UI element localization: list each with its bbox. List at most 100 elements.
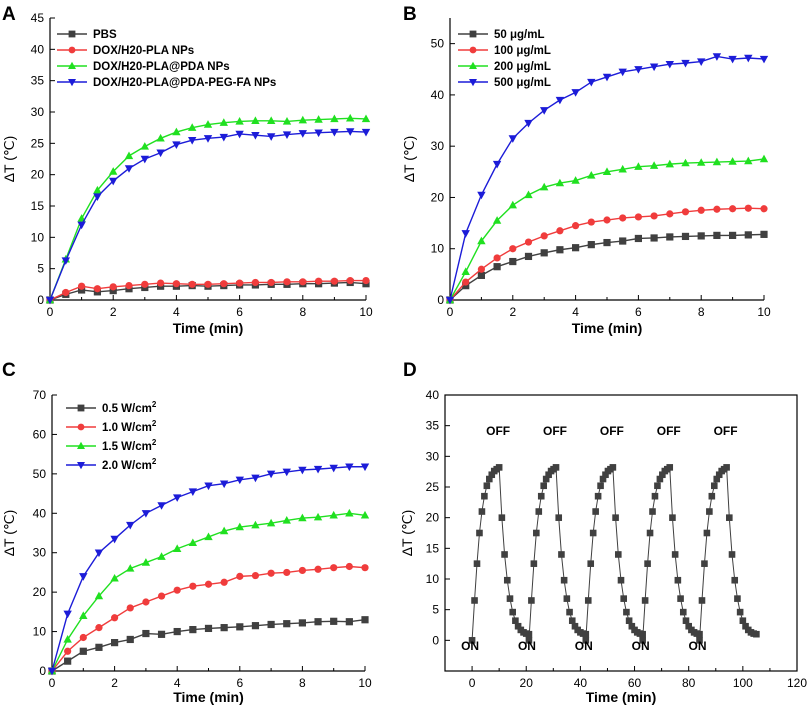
data-point	[659, 471, 666, 479]
data-point	[314, 565, 322, 573]
data-point	[204, 280, 212, 288]
data-point	[345, 618, 353, 626]
y-axis-label: ΔT (℃)	[1, 510, 17, 557]
data-point	[617, 576, 625, 584]
data-point	[157, 279, 165, 287]
data-point	[172, 280, 180, 288]
data-point	[587, 171, 596, 179]
y-axis-label: ΔT (℃)	[401, 136, 417, 183]
data-point	[634, 66, 643, 74]
x-tick-label: 2	[111, 676, 118, 690]
data-point	[189, 582, 197, 590]
x-tick-label: 2	[110, 305, 117, 319]
y-tick-label: 10	[431, 242, 445, 256]
data-point	[267, 620, 275, 629]
data-point	[558, 551, 565, 558]
data-point	[314, 618, 322, 626]
y-tick-label: 20	[33, 585, 47, 599]
y-tick-label: 60	[33, 427, 47, 441]
series-0	[446, 230, 768, 304]
data-point	[512, 617, 519, 625]
y-tick-label: 45	[31, 11, 45, 25]
data-point	[266, 470, 276, 479]
data-point	[619, 237, 627, 245]
data-point	[330, 114, 339, 123]
data-point	[492, 216, 502, 224]
data-point	[603, 238, 611, 247]
data-point	[540, 482, 548, 490]
data-point	[571, 89, 580, 97]
data-point	[696, 630, 703, 638]
data-point	[78, 286, 86, 294]
data-point	[571, 176, 580, 184]
series-1	[446, 204, 768, 304]
data-point	[140, 155, 149, 164]
data-point	[650, 234, 658, 242]
data-point	[445, 296, 455, 305]
data-point	[47, 667, 57, 676]
y-axis-label: ΔT (℃)	[1, 136, 17, 183]
data-point	[61, 257, 70, 265]
data-point	[283, 278, 291, 286]
data-point	[219, 133, 228, 142]
data-point	[361, 128, 371, 137]
data-point	[481, 492, 488, 500]
data-point	[603, 216, 611, 224]
data-point	[618, 164, 627, 173]
panel-a: A 0 2 4 6 8 10 0 5 10 15 20 25 30 35 40 45 Time (min) ΔT (…	[1, 4, 373, 336]
legend: 0.5 W/cm2 1.0 W/cm2 1.5 W/cm2 2.0 W/cm2	[66, 400, 157, 472]
data-point	[650, 212, 658, 220]
x-tick-label: 4	[174, 676, 181, 690]
data-point	[540, 232, 548, 240]
data-point	[545, 471, 552, 479]
data-point	[219, 480, 229, 489]
data-point	[141, 510, 151, 518]
data-point	[525, 630, 533, 638]
y-tick-label: 0	[39, 664, 46, 678]
data-point	[235, 476, 244, 485]
data-point	[78, 282, 86, 290]
y-tick-label: 40	[33, 506, 47, 520]
on-label: ON	[575, 639, 593, 653]
data-point	[723, 464, 730, 471]
data-point	[506, 595, 514, 602]
x-axis-label: Time (min)	[586, 689, 657, 705]
data-point	[666, 464, 674, 471]
y-tick-label: 10	[31, 230, 45, 244]
data-point	[649, 508, 656, 515]
legend-marker	[68, 46, 76, 54]
data-point	[204, 624, 213, 633]
data-point	[140, 142, 149, 150]
data-point	[728, 157, 737, 165]
x-tick-label: 0	[447, 305, 454, 319]
data-point	[361, 616, 369, 624]
data-point	[612, 514, 619, 521]
series-1	[46, 276, 370, 304]
series-line	[49, 130, 367, 301]
x-axis-label: Time (min)	[173, 689, 244, 705]
y-tick-label: 20	[431, 190, 445, 204]
y-tick-label: 0	[432, 633, 439, 647]
data-point	[568, 617, 576, 625]
data-point	[125, 281, 133, 290]
data-point	[468, 637, 476, 644]
series-2	[445, 154, 769, 304]
x-tick-label: 10	[757, 305, 771, 319]
data-point	[708, 492, 716, 500]
data-point	[651, 492, 659, 500]
y-tick-label: 10	[426, 572, 440, 586]
data-point	[476, 529, 483, 537]
data-point	[235, 117, 244, 125]
data-point	[79, 647, 87, 655]
y-tick-label: 20	[426, 511, 440, 525]
data-point	[602, 471, 609, 479]
legend-marker	[469, 79, 477, 87]
data-point	[173, 586, 181, 594]
data-point	[172, 141, 181, 149]
data-point	[126, 564, 135, 572]
data-point	[501, 551, 508, 558]
y-tick-label: 25	[426, 480, 440, 494]
data-point	[744, 54, 753, 63]
data-point	[572, 222, 580, 230]
data-point	[712, 53, 722, 61]
